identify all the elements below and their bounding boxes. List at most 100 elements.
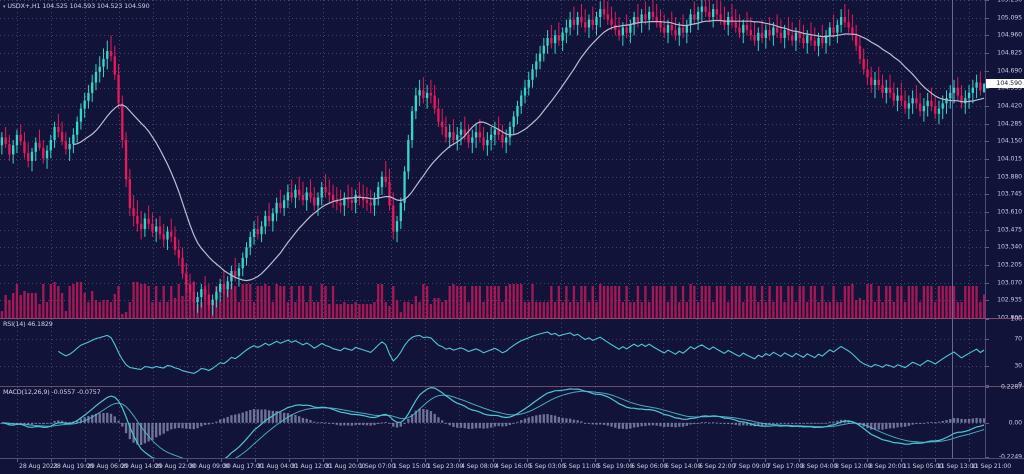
gridline-vertical [425, 319, 426, 386]
price-tick-mark [986, 194, 989, 195]
gridline-vertical [51, 387, 52, 458]
macd-axis[interactable]: 0.2287 0.00 -0.2249 [985, 383, 1024, 461]
macd-header: MACD(12,26,9) -0.0557 -0.0757 [3, 388, 101, 396]
rsi-tick-mark [986, 385, 989, 386]
gridline-vertical [765, 319, 766, 386]
rsi-tick-label: 100 [1010, 315, 1022, 323]
price-tick-label: 102.935 [997, 296, 1022, 304]
time-tick-mark [425, 459, 426, 462]
time-tick-mark [663, 459, 664, 462]
gridline-horizontal [0, 0, 986, 1]
chevron-down-icon[interactable]: ▾ [3, 4, 6, 10]
time-tick-mark [867, 459, 868, 462]
time-tick-label: 6 Sep 22:00 [699, 463, 736, 470]
time-tick-label: 28 Aug 2023 [19, 463, 58, 470]
time-tick-mark [833, 459, 834, 462]
rsi-tick-label: 70 [1014, 335, 1022, 343]
gridline-horizontal [0, 35, 986, 36]
time-tick-label: 1 Sep 23:00 [427, 463, 464, 470]
rsi-axis[interactable]: 100 70 30 0 [985, 315, 1024, 389]
price-tick-label: 103.610 [997, 208, 1022, 216]
time-tick-label: 5 Sep 19:00 [597, 463, 634, 470]
price-tick-label: 104.825 [997, 49, 1022, 57]
price-tick-label: 104.015 [997, 155, 1022, 163]
time-tick-label: 8 Sep 20:00 [869, 463, 906, 470]
macd-tick-mark [986, 457, 989, 458]
price-tick-mark [986, 71, 989, 72]
gridline-vertical [51, 319, 52, 386]
time-axis[interactable]: 28 Aug 2023 28 Aug 19:00 29 Aug 06:00 29 Au… [0, 458, 1024, 474]
gridline-vertical [629, 387, 630, 458]
gridline-vertical [731, 387, 732, 458]
time-tick-label: 6 Sep 14:00 [665, 463, 702, 470]
gridline-vertical [289, 387, 290, 458]
gridline-vertical [323, 387, 324, 458]
time-tick-mark [153, 459, 154, 462]
price-tick-mark [986, 212, 989, 213]
gridline-vertical [187, 319, 188, 386]
price-plot-area[interactable] [0, 0, 986, 318]
rsi-level-line [0, 339, 986, 340]
gridline-vertical [527, 387, 528, 458]
time-tick-label: 11 Sep 05:00 [903, 463, 944, 470]
candlestick-series [0, 0, 986, 318]
time-tick-label: 1 Sep 07:00 [359, 463, 396, 470]
crosshair-vertical[interactable] [952, 319, 953, 386]
price-tick-mark [986, 159, 989, 160]
macd-tick-label: 0.00 [1008, 419, 1022, 427]
gridline-vertical [901, 387, 902, 458]
gridline-vertical [425, 387, 426, 458]
gridline-vertical [323, 319, 324, 386]
gridline-vertical [493, 387, 494, 458]
price-tick-label: 104.555 [997, 84, 1022, 92]
gridline-vertical [697, 319, 698, 386]
price-tick-mark [986, 53, 989, 54]
gridline-vertical [459, 387, 460, 458]
macd-tick-label: 0.2287 [1000, 383, 1022, 391]
gridline-vertical [255, 319, 256, 386]
gridline-vertical [357, 319, 358, 386]
gridline-horizontal [0, 212, 986, 213]
gridline-vertical [17, 319, 18, 386]
time-tick-label: 4 Sep 08:00 [461, 463, 498, 470]
gridline-horizontal [0, 283, 986, 284]
gridline-vertical [867, 387, 868, 458]
time-tick-mark [493, 459, 494, 462]
time-tick-mark [119, 459, 120, 462]
rsi-panel[interactable]: 100 70 30 0 RSI(14) 46.1829 [0, 315, 1024, 389]
gridline-vertical [561, 319, 562, 386]
price-tick-label: 105.095 [997, 14, 1022, 22]
macd-plot-area[interactable] [0, 387, 986, 458]
time-tick-mark [459, 459, 460, 462]
price-panel[interactable]: 105.230 105.095 104.960 104.825 104.690 104.5… [0, 0, 1024, 322]
time-tick-mark [901, 459, 902, 462]
time-tick-label: 4 Sep 16:00 [495, 463, 532, 470]
time-tick-label: 29 Aug 06:00 [87, 463, 128, 470]
time-tick-mark [935, 459, 936, 462]
time-tick-label: 7 Sep 17:00 [767, 463, 804, 470]
time-tick-label: 8 Sep 12:00 [835, 463, 872, 470]
time-tick-mark [697, 459, 698, 462]
crosshair-vertical[interactable] [952, 387, 953, 458]
time-tick-mark [765, 459, 766, 462]
price-axis[interactable]: 105.230 105.095 104.960 104.825 104.690 104.5… [985, 0, 1024, 322]
gridline-horizontal [0, 247, 986, 248]
macd-tick-mark [986, 387, 989, 388]
gridline-horizontal [0, 71, 986, 72]
time-tick-label: 29 Aug 22:00 [155, 463, 196, 470]
macd-tick-mark [986, 423, 989, 424]
price-tick-label: 104.690 [997, 67, 1022, 75]
time-tick-label: 30 Aug 17:00 [223, 463, 264, 470]
gridline-vertical [935, 319, 936, 386]
gridline-vertical [255, 387, 256, 458]
gridline-horizontal [0, 124, 986, 125]
time-tick-mark [527, 459, 528, 462]
macd-tick-label: -0.2249 [998, 453, 1022, 461]
rsi-plot-area[interactable] [0, 319, 986, 386]
time-tick-label: 29 Aug 14:00 [121, 463, 162, 470]
macd-panel[interactable]: 0.2287 0.00 -0.2249 MACD(12,26,9) -0.0557 … [0, 383, 1024, 461]
crosshair-vertical[interactable] [952, 0, 953, 318]
time-tick-mark [391, 459, 392, 462]
gridline-vertical [391, 319, 392, 386]
